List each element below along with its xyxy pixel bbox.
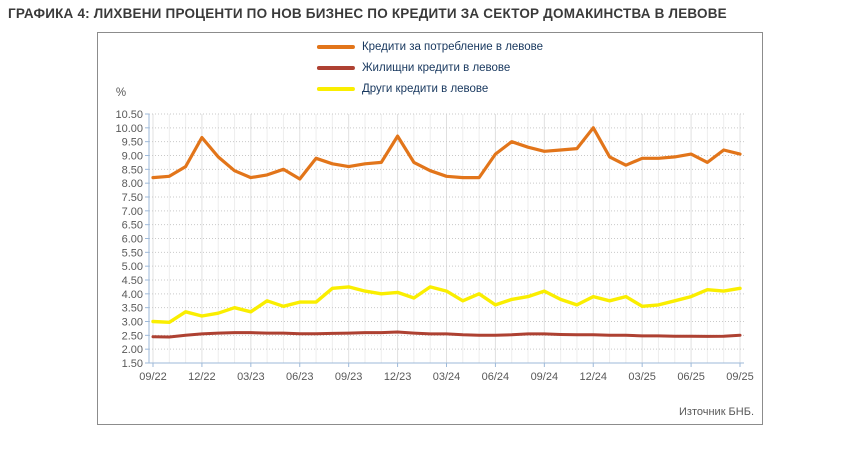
svg-text:7.50: 7.50 <box>122 192 143 204</box>
svg-text:12/23: 12/23 <box>384 371 412 383</box>
chart-legend: Кредити за потребление в левове Жилищни … <box>316 41 544 95</box>
svg-text:6.50: 6.50 <box>122 220 143 232</box>
legend-label: Кредити за потребление в левове <box>361 41 544 53</box>
svg-text:10.00: 10.00 <box>115 123 143 135</box>
svg-text:6.00: 6.00 <box>122 234 143 246</box>
svg-text:06/23: 06/23 <box>286 371 314 383</box>
svg-text:8.00: 8.00 <box>122 178 143 190</box>
legend-line-swatch-orange <box>316 45 355 49</box>
svg-text:03/25: 03/25 <box>628 371 656 383</box>
svg-text:03/23: 03/23 <box>237 371 265 383</box>
svg-text:1.50: 1.50 <box>122 358 143 370</box>
svg-text:9.00: 9.00 <box>122 151 143 163</box>
svg-text:12/22: 12/22 <box>188 371 216 383</box>
svg-text:10.50: 10.50 <box>115 109 143 121</box>
chart-container: 10.50 10.00 9.50 9.00 8.50 8.00 7.50 7.00 6.50 6.… <box>97 32 763 425</box>
legend-line-swatch-darkred <box>316 66 355 70</box>
svg-text:09/22: 09/22 <box>139 371 167 383</box>
svg-text:8.50: 8.50 <box>122 164 143 176</box>
svg-text:2.00: 2.00 <box>122 344 143 356</box>
legend-line-swatch-yellow <box>316 87 355 91</box>
svg-text:4.50: 4.50 <box>122 275 143 287</box>
svg-text:03/24: 03/24 <box>433 371 461 383</box>
legend-item-other-loans: Други кредити в левове <box>316 83 543 95</box>
svg-text:4.00: 4.00 <box>122 289 143 301</box>
source-note: Източник БНБ. <box>679 406 754 418</box>
svg-text:3.00: 3.00 <box>122 317 143 329</box>
line-chart-plot: 10.50 10.00 9.50 9.008.50 8.00 7.50 7.00 6.50 6.… <box>115 87 754 383</box>
page-title: ГРАФИКА 4: ЛИХВЕНИ ПРОЦЕНТИ ПО НОВ БИЗНЕ… <box>8 6 727 21</box>
svg-text:2.50: 2.50 <box>122 330 143 342</box>
svg-text:06/25: 06/25 <box>677 371 705 383</box>
legend-item-housing-loans: Жилищни кредити в левове <box>316 62 543 74</box>
legend-item-consumer-loans: Кредити за потребление в левове <box>316 41 544 53</box>
svg-text:3.50: 3.50 <box>122 303 143 315</box>
svg-text:5.50: 5.50 <box>122 247 143 259</box>
svg-text:7.00: 7.00 <box>122 206 143 218</box>
svg-text:09/25: 09/25 <box>726 371 754 383</box>
svg-text:5.00: 5.00 <box>122 261 143 273</box>
svg-text:9.50: 9.50 <box>122 137 143 149</box>
svg-text:09/24: 09/24 <box>531 371 559 383</box>
legend-label: Други кредити в левове <box>361 83 489 95</box>
svg-text:09/23: 09/23 <box>335 371 363 383</box>
svg-text:12/24: 12/24 <box>579 371 607 383</box>
svg-text:06/24: 06/24 <box>482 371 510 383</box>
legend-label: Жилищни кредити в левове <box>361 62 511 74</box>
svg-text:%: % <box>116 87 126 99</box>
